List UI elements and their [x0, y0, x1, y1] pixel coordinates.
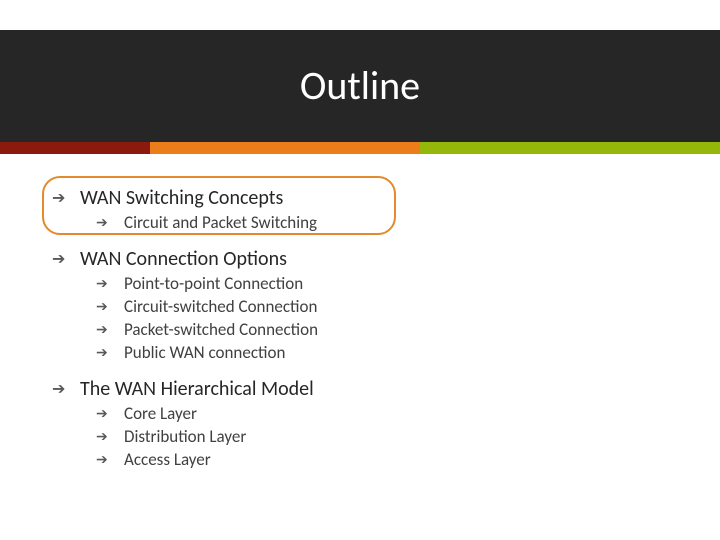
sub-list: ➔ Circuit and Packet Switching — [96, 212, 680, 233]
arrow-icon: ➔ — [96, 321, 124, 338]
sub-item-text: Packet-switched Connection — [124, 319, 318, 340]
list-item: ➔ Packet-switched Connection — [96, 319, 680, 340]
arrow-icon: ➔ — [96, 214, 124, 231]
section-heading: WAN Switching Concepts — [80, 186, 283, 210]
arrow-icon: ➔ — [52, 188, 80, 208]
list-item: ➔ Circuit and Packet Switching — [96, 212, 680, 233]
section-heading: The WAN Hierarchical Model — [80, 377, 314, 401]
list-item: ➔ WAN Connection Options — [52, 247, 680, 271]
arrow-icon: ➔ — [96, 428, 124, 445]
list-item: ➔ Core Layer — [96, 403, 680, 424]
section-heading: WAN Connection Options — [80, 247, 287, 271]
arrow-icon: ➔ — [96, 298, 124, 315]
arrow-icon: ➔ — [96, 275, 124, 292]
section-2: ➔ WAN Connection Options ➔ Point-to-poin… — [52, 247, 680, 363]
accent-stripe-3 — [420, 142, 720, 154]
section-3: ➔ The WAN Hierarchical Model ➔ Core Laye… — [52, 377, 680, 470]
list-item: ➔ Circuit-switched Connection — [96, 296, 680, 317]
sub-list: ➔ Core Layer ➔ Distribution Layer ➔ Acce… — [96, 403, 680, 470]
arrow-icon: ➔ — [52, 249, 80, 269]
sub-item-text: Distribution Layer — [124, 426, 246, 447]
sub-item-text: Circuit-switched Connection — [124, 296, 317, 317]
arrow-icon: ➔ — [96, 451, 124, 468]
slide-title: Outline — [0, 30, 720, 142]
arrow-icon: ➔ — [96, 344, 124, 361]
list-item: ➔ Public WAN connection — [96, 342, 680, 363]
sub-item-text: Access Layer — [124, 449, 211, 470]
sub-item-text: Public WAN connection — [124, 342, 285, 363]
list-item: ➔ Distribution Layer — [96, 426, 680, 447]
arrow-icon: ➔ — [96, 405, 124, 422]
accent-stripe-row — [0, 142, 720, 154]
list-item: ➔ WAN Switching Concepts — [52, 186, 680, 210]
list-item: ➔ Point-to-point Connection — [96, 273, 680, 294]
section-1: ➔ WAN Switching Concepts ➔ Circuit and P… — [52, 186, 680, 233]
accent-stripe-2 — [150, 142, 420, 154]
sub-item-text: Circuit and Packet Switching — [124, 212, 317, 233]
sub-list: ➔ Point-to-point Connection ➔ Circuit-sw… — [96, 273, 680, 363]
sub-item-text: Point-to-point Connection — [124, 273, 303, 294]
list-item: ➔ The WAN Hierarchical Model — [52, 377, 680, 401]
title-band: Outline — [0, 30, 720, 142]
sub-item-text: Core Layer — [124, 403, 197, 424]
arrow-icon: ➔ — [52, 379, 80, 399]
list-item: ➔ Access Layer — [96, 449, 680, 470]
accent-stripe-1 — [0, 142, 150, 154]
content-area: ➔ WAN Switching Concepts ➔ Circuit and P… — [52, 180, 680, 484]
